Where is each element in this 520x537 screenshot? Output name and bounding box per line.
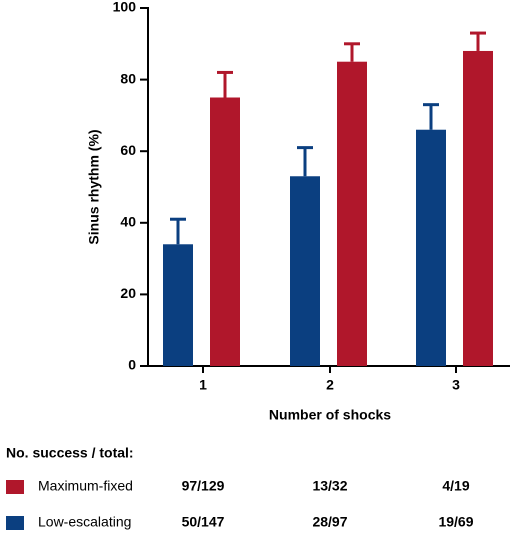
- x-tick-label: 3: [452, 377, 460, 393]
- y-tick-label: 100: [113, 0, 137, 15]
- counts-title: No. success / total:: [6, 445, 134, 461]
- bar: [463, 50, 493, 367]
- bar: [337, 61, 367, 366]
- count-cell: 19/69: [438, 514, 473, 530]
- legend-swatch: [6, 480, 24, 494]
- y-tick-label: 60: [120, 142, 136, 158]
- x-tick-label: 2: [326, 377, 334, 393]
- bar: [210, 97, 240, 366]
- y-tick-label: 80: [120, 70, 136, 86]
- bar: [290, 176, 320, 366]
- x-tick-label: 1: [199, 377, 207, 393]
- bar: [416, 129, 446, 366]
- y-tick-label: 0: [128, 357, 136, 373]
- y-axis-title: Sinus rhythm (%): [86, 129, 102, 244]
- x-axis-title: Number of shocks: [269, 407, 391, 423]
- count-cell: 97/129: [182, 478, 225, 494]
- count-cell: 4/19: [442, 478, 469, 494]
- legend-label: Maximum-fixed: [38, 478, 133, 494]
- legend-swatch: [6, 516, 24, 530]
- legend-label: Low-escalating: [38, 514, 131, 530]
- bar: [163, 244, 193, 366]
- y-tick-label: 40: [120, 214, 136, 230]
- y-tick-label: 20: [120, 285, 136, 301]
- count-cell: 50/147: [182, 514, 225, 530]
- count-cell: 13/32: [312, 478, 347, 494]
- count-cell: 28/97: [312, 514, 347, 530]
